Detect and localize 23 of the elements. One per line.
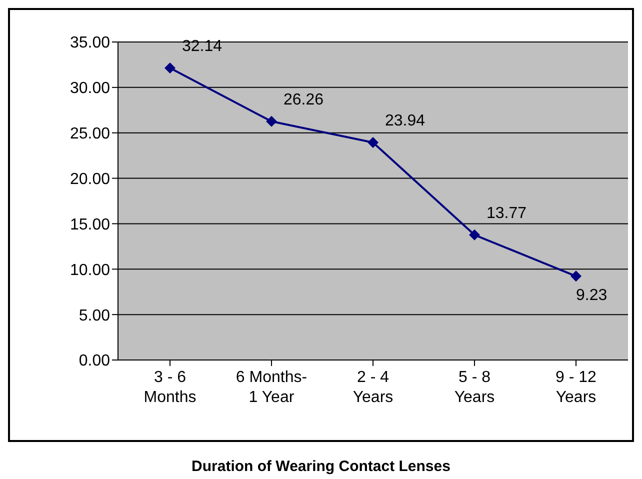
x-tick-label: 2 - 4 Years [352, 369, 394, 406]
point [469, 229, 480, 240]
x-tick-label: 6 Months- 1 Year [236, 369, 308, 406]
x-axis-title: Duration of Wearing Contact Lenses [190, 458, 452, 475]
x-tick-label: 9 - 12 Years [556, 369, 597, 406]
y-tick-label: 0.00 [78, 352, 110, 370]
data-label: 9.23 [576, 287, 608, 304]
y-tick-label: 35.00 [70, 34, 110, 52]
point [164, 62, 176, 74]
y-tick-label: 10.00 [70, 262, 110, 279]
y-tick-label: 15.00 [70, 216, 110, 234]
point [368, 136, 378, 148]
y-tick-label: 20.00 [70, 170, 110, 188]
y-tick-label: 5.00 [78, 307, 110, 324]
y-tick-label: 25.00 [70, 126, 110, 143]
point [570, 270, 582, 282]
y-tick-label: 30.00 [70, 80, 110, 98]
data-label: 23.94 [385, 112, 426, 130]
point [266, 116, 277, 127]
data-label: 13.77 [486, 204, 527, 222]
x-tick-label: 5 - 8 Years [454, 369, 495, 406]
x-tick-label: 3 - 6 Months [144, 369, 196, 406]
data-label: 26.26 [284, 91, 324, 108]
